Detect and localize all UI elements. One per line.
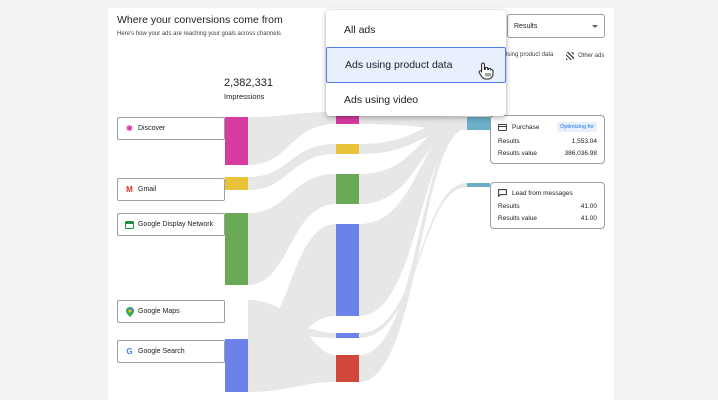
result-name: Lead from messages bbox=[512, 189, 573, 197]
result-row-label: Results bbox=[498, 203, 520, 210]
bar-lead-result bbox=[467, 183, 490, 187]
bar-gmail-middle bbox=[336, 144, 359, 154]
channel-gmail[interactable]: M Gmail bbox=[117, 178, 225, 201]
legend-other-ads-label: Other ads bbox=[578, 53, 605, 59]
metric-select-value: Results bbox=[514, 22, 538, 30]
gmail-icon: M bbox=[126, 185, 133, 194]
optimizing-badge: Optimizing for bbox=[557, 122, 597, 132]
menu-item-product-data[interactable]: Ads using product data bbox=[326, 47, 506, 83]
result-row-label: Results bbox=[498, 138, 520, 145]
page-subtitle: Here's how your ads are reaching your go… bbox=[117, 31, 281, 37]
display-icon bbox=[125, 220, 134, 229]
impressions-label: Impressions bbox=[224, 92, 265, 101]
result-card-purchase[interactable]: Purchase Optimizing for Results 1,553.04… bbox=[490, 115, 605, 164]
bar-gmail-source bbox=[225, 177, 248, 190]
striped-swatch-icon bbox=[566, 52, 574, 60]
channel-label: Google Maps bbox=[138, 308, 180, 315]
result-row: Results value 386,036.98 bbox=[498, 150, 597, 157]
bar-display-middle bbox=[336, 174, 359, 204]
result-row: Results 1,553.04 bbox=[498, 138, 597, 145]
channel-label: Discover bbox=[138, 125, 166, 132]
result-card-lead[interactable]: Lead from messages Results 41.00 Results… bbox=[490, 182, 605, 229]
bar-discover-source bbox=[225, 117, 248, 165]
discover-icon: ✱ bbox=[126, 124, 133, 133]
page-title: Where your conversions come from bbox=[117, 14, 283, 26]
channel-label: Google Display Network bbox=[138, 221, 214, 228]
bar-search-middle-small bbox=[336, 333, 359, 338]
bar-video-middle bbox=[336, 355, 359, 382]
caret-down-icon bbox=[592, 24, 598, 28]
result-card-header: Purchase Optimizing for bbox=[498, 122, 597, 132]
legend-product-data: Using product data bbox=[503, 52, 553, 58]
bar-display-source bbox=[225, 213, 248, 285]
channel-display-network[interactable]: Google Display Network bbox=[117, 213, 225, 236]
ads-filter-menu: All ads Ads using product data Ads using… bbox=[326, 10, 506, 116]
maps-pin-icon bbox=[125, 306, 134, 317]
result-row-value: 41.00 bbox=[580, 215, 597, 222]
result-row-value: 1,553.04 bbox=[571, 138, 597, 145]
menu-item-video[interactable]: Ads using video bbox=[344, 94, 419, 106]
metric-select[interactable]: Results bbox=[507, 14, 605, 38]
credit-card-icon bbox=[498, 123, 507, 131]
bar-search-source bbox=[225, 339, 248, 392]
chat-icon bbox=[498, 189, 507, 198]
legend-other-ads: Other ads bbox=[566, 52, 604, 60]
result-row-label: Results value bbox=[498, 150, 538, 157]
google-g-icon: G bbox=[126, 347, 133, 356]
menu-item-all-ads[interactable]: All ads bbox=[344, 24, 376, 36]
channel-discover[interactable]: ✱ Discover bbox=[117, 117, 225, 140]
impressions-value: 2,382,331 bbox=[224, 77, 273, 89]
channel-google-search[interactable]: G Google Search bbox=[117, 340, 225, 363]
hand-cursor-icon bbox=[478, 62, 494, 80]
channel-google-maps[interactable]: Google Maps bbox=[117, 300, 225, 323]
channel-label: Google Search bbox=[138, 348, 185, 355]
result-row: Results value 41.00 bbox=[498, 215, 597, 222]
flow-bands bbox=[248, 112, 467, 392]
legend-product-data-label: Using product data bbox=[503, 52, 554, 58]
channel-label: Gmail bbox=[138, 186, 157, 193]
result-row-value: 386,036.98 bbox=[564, 150, 597, 157]
bar-purchase-result bbox=[467, 117, 490, 130]
result-name: Purchase bbox=[512, 123, 540, 131]
result-row-value: 41.00 bbox=[580, 203, 597, 210]
result-card-header: Lead from messages bbox=[498, 189, 597, 198]
result-row: Results 41.00 bbox=[498, 203, 597, 210]
result-row-label: Results value bbox=[498, 215, 538, 222]
bar-search-middle bbox=[336, 224, 359, 316]
